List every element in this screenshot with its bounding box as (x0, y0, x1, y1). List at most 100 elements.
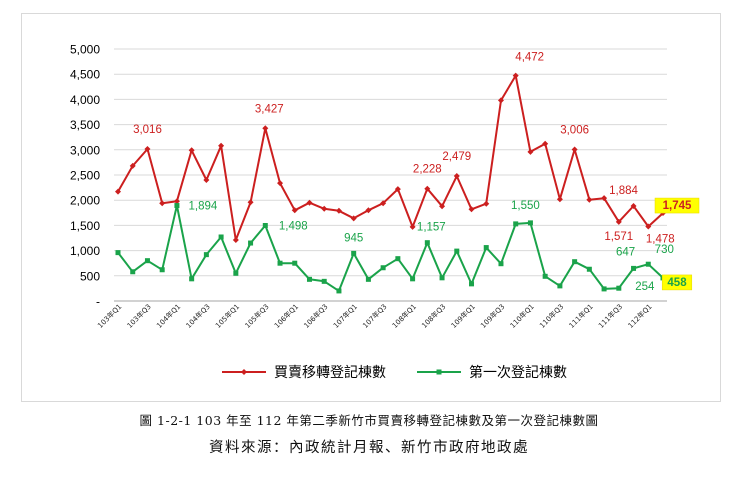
data-point (645, 261, 651, 267)
data-label: 3,427 (255, 103, 284, 115)
x-tick-label: 110年Q1 (508, 302, 536, 330)
data-point (321, 205, 328, 212)
data-label: 3,006 (560, 124, 589, 136)
data-label: 1,571 (604, 231, 633, 243)
series-0 (115, 72, 666, 244)
data-point (410, 276, 416, 282)
legend-marker (436, 369, 442, 375)
data-point (512, 72, 519, 79)
data-point (454, 248, 460, 254)
data-point (542, 273, 548, 279)
x-tick-label: 108年Q3 (420, 302, 448, 330)
data-point (365, 276, 371, 282)
y-tick-label: 3,000 (70, 143, 100, 157)
data-point (232, 237, 239, 244)
y-tick-label: 4,500 (70, 68, 100, 82)
data-point (542, 140, 549, 147)
data-point (469, 281, 475, 287)
data-point (615, 218, 622, 225)
data-point (350, 215, 357, 222)
data-point (174, 203, 180, 209)
y-tick-label: 1,500 (70, 219, 100, 233)
x-tick-label: 111年Q1 (567, 302, 595, 330)
data-point (144, 258, 150, 264)
y-tick-label: - (96, 295, 100, 309)
data-point (468, 206, 475, 213)
data-point (129, 162, 136, 169)
legend: 買賣移轉登記棟數 第一次登記棟數 (222, 364, 567, 381)
x-tick-label: 104年Q3 (184, 302, 212, 330)
y-tick-label: 500 (80, 269, 100, 283)
data-label: 3,016 (133, 124, 162, 136)
data-point (247, 199, 254, 206)
x-tick-label: 105年Q1 (213, 302, 241, 330)
data-label: 1,745 (663, 200, 692, 212)
data-label: 2,479 (442, 151, 471, 163)
data-label: 1,498 (279, 221, 308, 233)
y-tick-label: 5,000 (70, 43, 100, 57)
data-point (306, 199, 313, 206)
data-point (351, 250, 357, 256)
data-point (365, 207, 372, 214)
figure-caption: 圖 1-2-1 103 年至 112 年第二季新竹市買賣移轉登記棟數及第一次登記… (139, 413, 599, 428)
legend-label: 第一次登記棟數 (469, 364, 567, 381)
data-point (572, 259, 578, 265)
series-line (117, 204, 664, 292)
data-point (630, 203, 637, 210)
data-point (601, 286, 607, 292)
x-axis: 103年Q1 103年Q3 104年Q1 104年Q3 105年Q1 105年Q3 106年… (96, 302, 654, 330)
data-label: 458 (667, 277, 687, 289)
data-point (483, 200, 490, 207)
x-tick-label: 103年Q3 (125, 302, 153, 330)
data-point (380, 200, 387, 207)
data-point (527, 220, 533, 226)
data-label: 1,157 (417, 222, 446, 234)
data-point (556, 196, 563, 203)
data-point (616, 285, 622, 291)
y-tick-label: 4,000 (70, 93, 100, 107)
data-point (321, 278, 327, 284)
data-point (233, 270, 239, 276)
data-point (586, 196, 593, 203)
data-point (335, 207, 342, 214)
data-point (159, 267, 165, 273)
data-point (262, 125, 269, 132)
data-point (586, 266, 592, 272)
y-tick-label: 3,500 (70, 118, 100, 132)
data-point (498, 261, 504, 267)
data-label: 1,894 (189, 201, 218, 213)
highlight-box (661, 274, 693, 291)
data-point (262, 223, 268, 229)
x-tick-label: 105年Q3 (243, 302, 271, 330)
x-tick-label: 107年Q1 (331, 302, 359, 330)
x-tick-label: 107年Q3 (361, 302, 389, 330)
data-point (601, 195, 608, 202)
data-point (130, 269, 136, 275)
data-point (218, 234, 224, 240)
y-tick-label: 1,000 (70, 244, 100, 258)
data-point (203, 252, 209, 258)
data-point (557, 283, 563, 289)
x-tick-label: 112年Q1 (626, 302, 654, 330)
x-tick-label: 110年Q3 (537, 302, 565, 330)
source-caption: 資料來源：內政統計月報、新竹市政府地政處 (209, 440, 529, 456)
y-tick-label: 2,500 (70, 169, 100, 183)
x-tick-label: 111年Q3 (596, 302, 624, 330)
data-point (483, 245, 489, 251)
data-point (527, 148, 534, 155)
data-label: 945 (344, 232, 363, 244)
data-point (306, 276, 312, 282)
data-point (394, 186, 401, 193)
highlight-box (654, 197, 700, 214)
data-point (336, 288, 342, 294)
data-point (453, 173, 460, 180)
series-line (117, 74, 664, 241)
x-tick-label: 108年Q1 (390, 302, 418, 330)
data-point (571, 146, 578, 153)
data-point (497, 97, 504, 104)
data-point (439, 203, 446, 210)
data-point (218, 142, 225, 149)
data-point (188, 147, 195, 154)
data-point (173, 198, 180, 205)
